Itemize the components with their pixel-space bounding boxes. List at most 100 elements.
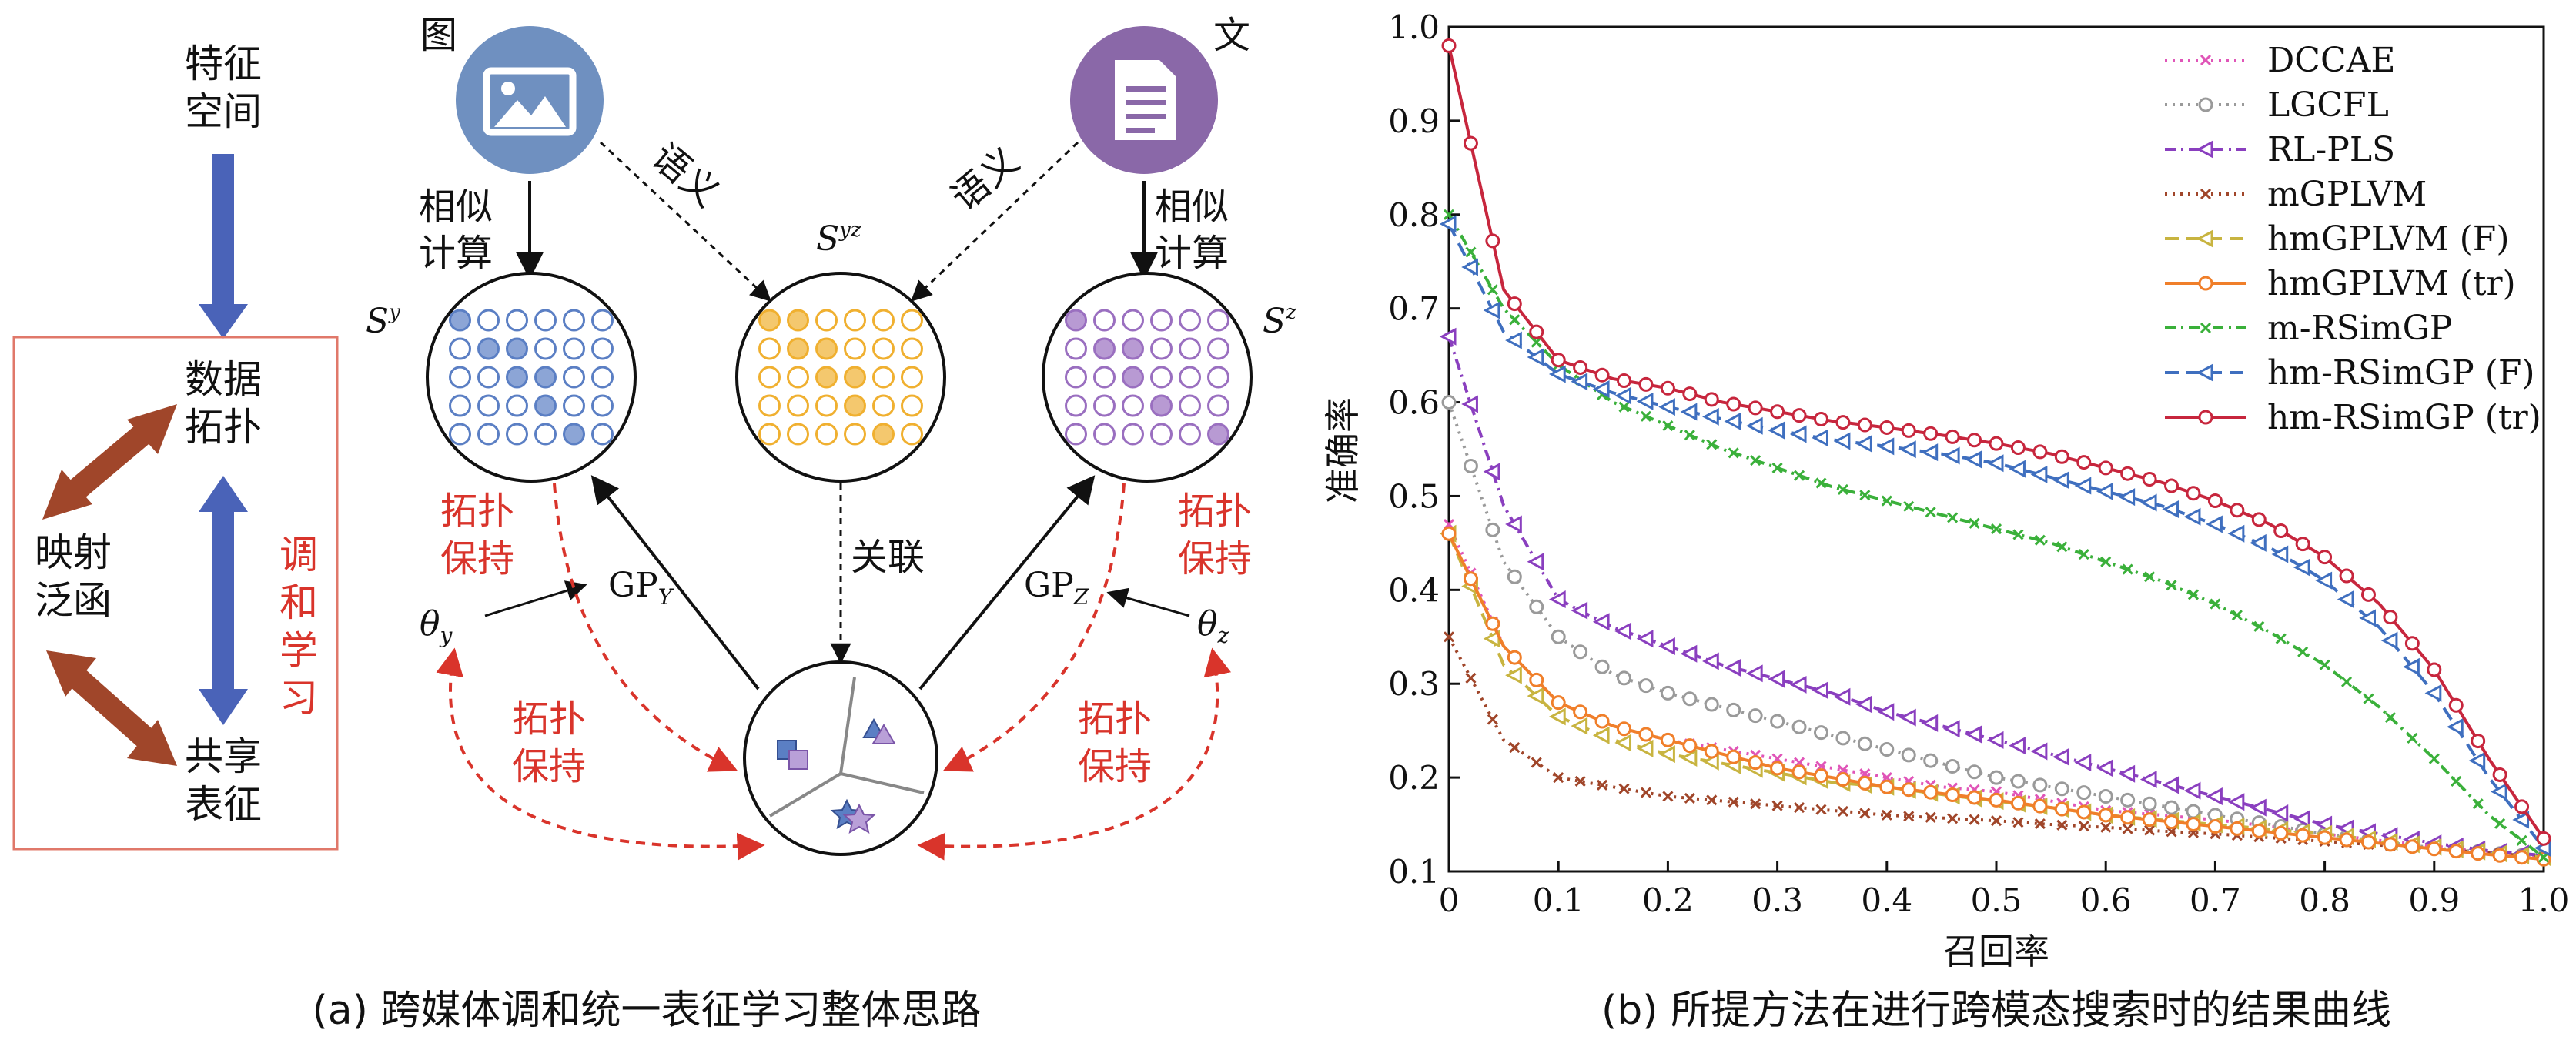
point-marker [1942,720,1960,738]
brown-arrow-upper [42,404,177,520]
matrix-dot [872,423,895,446]
point-marker [1833,432,1851,450]
point-marker [2536,831,2551,846]
matrix-dot [901,309,923,332]
y-tick-label: 1.0 [1388,8,1440,46]
matrix-dot [591,366,614,389]
series-line [1447,533,2544,859]
matrix-dot [901,423,923,446]
matrix-dot [506,423,528,446]
point-marker [1507,650,1522,665]
point-marker [1548,590,1566,609]
point-marker [2271,804,2289,822]
point-marker [1505,666,1522,684]
point-marker [2198,410,2213,425]
series-hmgplvm-tr- [1441,526,2551,867]
matrix-dot [1065,337,1087,360]
purple-triangle-icon [871,724,896,744]
point-marker [2012,817,2024,828]
point-marker [2009,460,2026,478]
point-marker [1640,787,1652,798]
x-tick-label: 0.1 [1533,881,1584,919]
point-marker [1617,721,1632,737]
point-marker [2424,684,2442,702]
point-marker [1592,613,1610,631]
point-marker [2076,785,2092,801]
point-marker [2516,834,2527,846]
point-marker [1571,601,1588,620]
matrix-dot [1179,394,1201,417]
point-marker [2098,788,2113,804]
matrix-dot [1150,423,1173,446]
point-marker [2198,97,2213,112]
point-marker [1463,571,1478,587]
point-marker [1967,790,1982,805]
legend-item: mGPLVM [2165,175,2427,214]
matrix-dot [901,337,923,360]
association-label: 关联 [851,536,925,579]
point-marker [1945,429,1960,444]
point-marker [1485,616,1500,631]
point-marker [2380,631,2398,650]
point-marker [2360,587,2376,602]
point-marker [1901,423,1916,438]
data-topology-line1: 数据 [185,357,262,402]
point-marker [2120,466,2136,481]
point-marker [2032,777,2048,793]
point-marker [2253,620,2265,632]
point-marker [1483,463,1500,481]
shared-rep-line2: 表征 [185,782,262,827]
matrix-dot [534,337,557,360]
legend-item: hmGPLVM (tr) [2165,264,2516,303]
point-marker [2251,823,2267,838]
matrix-dot [1207,423,1229,446]
point-marker [1571,373,1588,391]
gp-z-label: GPZ [1024,566,1089,610]
point-marker [2407,732,2418,744]
data-topology-line2: 拓扑 [185,405,262,450]
point-marker [2447,717,2464,736]
point-marker [2120,810,2136,825]
y-tick-label: 0.2 [1388,759,1440,797]
matrix-dot [901,366,923,389]
matrix-dot [1150,309,1173,332]
point-marker [1548,707,1566,726]
point-marker [2317,830,2333,845]
point-marker [1573,359,1588,375]
x-tick-label: 0.7 [2190,881,2241,919]
point-marker [1771,462,1783,473]
point-marker [1947,813,1959,824]
harmonized-box [12,336,339,851]
semantic-left: 语义 [644,135,728,216]
legend-label: RL-PLS [2267,130,2395,169]
point-marker [2054,781,2069,797]
topo-keep-left-1: 拓扑 [440,490,514,533]
point-marker [1505,515,1522,533]
point-marker [1507,569,1522,584]
point-marker [1487,284,1498,296]
point-marker [1682,386,1698,402]
point-marker [1704,697,1719,712]
similarity-right-2: 计算 [1155,232,1229,275]
similarity-left-2: 计算 [419,232,493,275]
point-marker [2448,844,2464,859]
blue-down-arrow [199,154,248,339]
point-marker [2034,534,2046,546]
point-marker [2052,471,2069,490]
point-marker [2196,363,2213,382]
point-marker [1835,772,1851,788]
caption-a: (a) 跨媒体调和统一表征学习整体思路 [313,988,982,1034]
point-marker [1899,708,1916,727]
point-marker [2162,500,2180,519]
legend-label: hm-RSimGP (tr) [2267,398,2541,437]
point-marker [2074,754,2092,772]
point-marker [1921,714,1939,732]
point-marker [1770,714,1785,729]
matrix-dot [477,366,500,389]
point-marker [2295,537,2310,552]
point-marker [2271,545,2289,563]
point-marker [2403,657,2420,676]
point-marker [1680,644,1698,663]
point-marker [1702,407,1719,426]
matrix-dot [1207,337,1229,360]
